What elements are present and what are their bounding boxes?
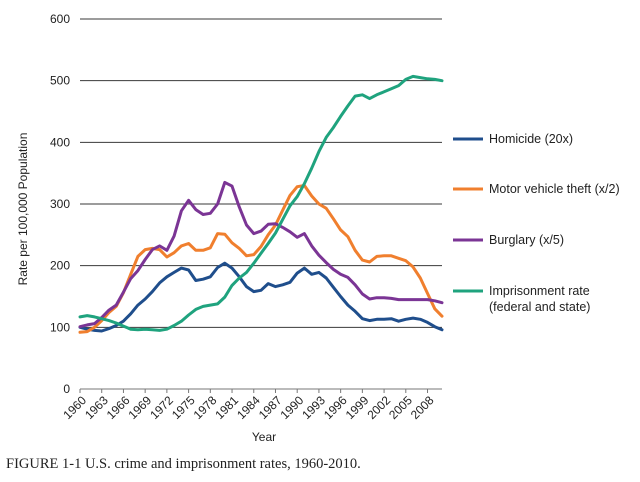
legend-label: Motor vehicle theft (x/2) <box>489 182 620 196</box>
gridlines <box>80 18 442 328</box>
legend-label: Burglary (x/5) <box>489 233 564 247</box>
figure-caption: FIGURE 1-1 U.S. crime and imprisonment r… <box>6 456 361 472</box>
x-tick-label: 2002 <box>364 393 393 422</box>
legend: Homicide (20x) Motor vehicle theft (x/2) B… <box>453 132 620 314</box>
y-tick-label: 400 <box>50 135 70 149</box>
x-tick-label: 1993 <box>299 393 328 422</box>
series-line <box>78 180 444 329</box>
legend-label: Homicide (20x) <box>489 132 573 146</box>
y-tick-label: 100 <box>50 320 70 334</box>
x-tick-label: 1987 <box>256 393 285 422</box>
y-axis-title: Rate per 100,000 Population <box>16 133 30 286</box>
y-tick-label: 200 <box>50 259 70 273</box>
x-tick-label: 1963 <box>82 393 111 422</box>
series-lines <box>78 74 444 334</box>
x-tick-label: 1996 <box>321 393 350 422</box>
legend-label: Imprisonment rate <box>489 284 590 298</box>
x-tick-label: 1975 <box>169 393 198 422</box>
x-tick-label: 1960 <box>60 393 89 422</box>
legend-label-line2: (federal and state) <box>489 300 590 314</box>
x-tick-label: 1984 <box>234 393 263 422</box>
x-tick-label: 1990 <box>278 393 307 422</box>
series-line <box>78 74 444 332</box>
y-tick-label: 0 <box>63 382 70 396</box>
x-tick-label: 1966 <box>104 393 133 422</box>
series-line <box>78 261 444 333</box>
series-line <box>78 184 444 334</box>
x-tick-label: 2005 <box>386 393 415 422</box>
x-axis-title: Year <box>252 430 276 444</box>
y-tick-label: 500 <box>50 74 70 88</box>
x-tick-label: 2008 <box>408 393 437 422</box>
x-tick-label: 1978 <box>191 393 220 422</box>
y-tick-label: 300 <box>50 197 70 211</box>
y-tick-label: 600 <box>50 12 70 26</box>
x-tick-label: 1981 <box>212 393 241 422</box>
y-axis-ticks: 0 100 200 300 400 500 600 <box>50 12 70 396</box>
x-axis-ticks: 1960196319661969197219751978198119841987… <box>60 389 437 422</box>
x-tick-label: 1972 <box>147 393 176 422</box>
x-tick-label: 1969 <box>125 393 154 422</box>
x-tick-label: 1999 <box>343 393 372 422</box>
